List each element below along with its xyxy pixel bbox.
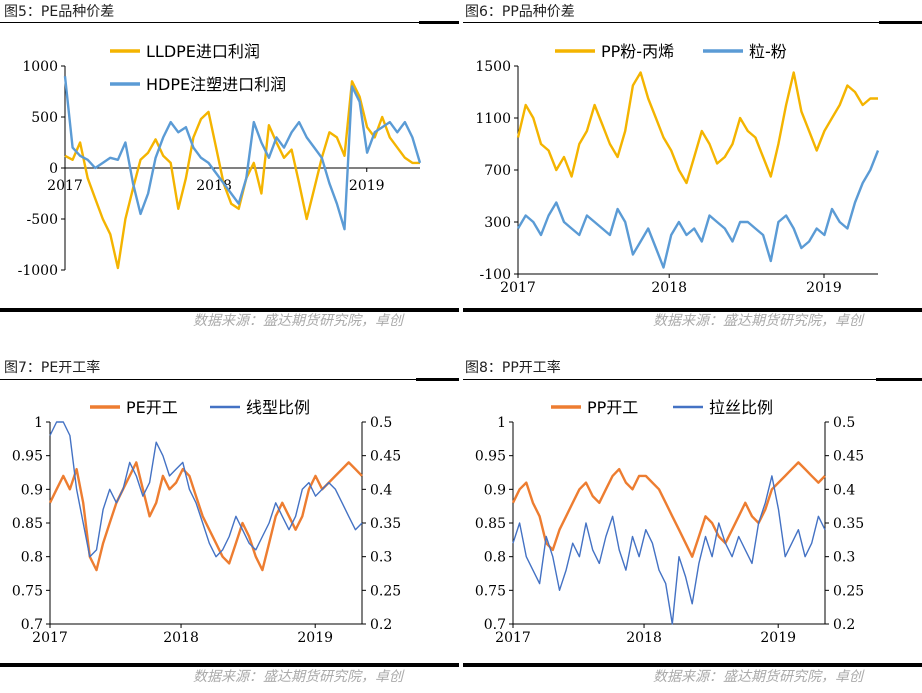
- x-tick-label: 2019: [760, 630, 796, 646]
- y-tick-label: -500: [27, 212, 58, 228]
- x-tick-label: 2017: [500, 280, 536, 296]
- panel-3-title-rule: [0, 379, 459, 380]
- panel-1-title-rule: [0, 22, 459, 23]
- panel-3-source: 数据来源：盛达期货研究院，卓创: [193, 669, 403, 685]
- legend-label-1: PP粉-丙烯: [601, 42, 674, 61]
- x-tick-label: 2017: [32, 630, 68, 646]
- chart-pp-operating-rate: 1 0.95 0.9 0.85 0.8 0.75 0.7 0.5 0.45 0.4 0.35 0.3 0…: [475, 398, 864, 646]
- panel-4-source: 数据来源：盛达期货研究院，卓创: [653, 669, 863, 685]
- x-tick-label: 2019: [297, 630, 333, 646]
- x-tick-label: 2017: [495, 630, 531, 646]
- y2-tick-label: 0.4: [833, 482, 855, 498]
- series-line-2: [512, 475, 826, 625]
- y2-tick-label: 0.2: [370, 617, 392, 633]
- legend-label-2: 线型比例: [246, 398, 310, 417]
- y2-tick-label: 0.45: [833, 449, 864, 465]
- panel-3-title-rule-accent: [416, 378, 459, 381]
- series-line-1: [511, 461, 826, 558]
- y-tick-label: 0.75: [475, 583, 506, 599]
- y-tick-label: 0.9: [21, 482, 43, 498]
- series-line-1: [64, 80, 420, 270]
- x-tick-label: 2018: [163, 630, 199, 646]
- series-line-2: [49, 421, 363, 558]
- y2-tick-label: 0.2: [833, 617, 855, 633]
- y2-tick-label: 0.35: [833, 516, 864, 532]
- y2-tick-label: 0.45: [370, 449, 401, 465]
- y-tick-label: 0.95: [475, 449, 506, 465]
- y2-tick-label: 0.3: [370, 550, 392, 566]
- panel-1-bottom-rule: [0, 308, 459, 312]
- y-tick-label: 0.8: [21, 550, 43, 566]
- y2-tick-label: 0.25: [370, 583, 401, 599]
- y-tick-label: 1: [497, 415, 506, 431]
- series-line-2: [63, 76, 422, 231]
- y-tick-label: 0.8: [484, 550, 506, 566]
- legend-label-1: PE开工: [126, 398, 178, 417]
- legend-label-1: PP开工: [587, 398, 638, 417]
- legend-label-2: HDPE注塑进口利润: [146, 75, 286, 94]
- y-tick-label: 1000: [22, 59, 58, 75]
- y2-tick-label: 0.4: [370, 482, 392, 498]
- panel-1-source: 数据来源：盛达期货研究院，卓创: [193, 313, 403, 329]
- y2-tick-label: 0.5: [370, 415, 392, 431]
- legend-label-2: 拉丝比例: [709, 398, 773, 417]
- y-tick-label: 1500: [475, 59, 511, 75]
- x-tick-label: 2018: [651, 280, 687, 296]
- y-tick-label: -1000: [18, 263, 58, 279]
- y-tick-label: 500: [31, 110, 58, 126]
- y-tick-label: 0.85: [475, 516, 506, 532]
- y2-tick-label: 0.35: [370, 516, 401, 532]
- y-tick-label: 0.85: [12, 516, 43, 532]
- x-tick-label: 2019: [349, 178, 385, 194]
- y-tick-label: 0.95: [12, 449, 43, 465]
- panel-4-title-rule-accent: [876, 378, 922, 381]
- y-tick-label: 1: [34, 415, 43, 431]
- y2-tick-label: 0.25: [833, 583, 864, 599]
- y-tick-label: 300: [484, 215, 511, 231]
- y-tick-label: 0.7: [484, 617, 506, 633]
- panel-1-title-rule-accent: [419, 21, 459, 24]
- chart-pe-operating-rate: 1 0.95 0.9 0.85 0.8 0.75 0.7 0.5 0.45 0.4 0.35 0.3 0…: [12, 398, 401, 646]
- panel-1-title: 图5：PE品种价差: [4, 4, 115, 20]
- series-line-2: [516, 150, 880, 269]
- series-line-1: [48, 461, 363, 572]
- panel-2-bottom-rule: [463, 308, 922, 312]
- y-tick-label: 700: [484, 163, 511, 179]
- panel-2-title: 图6：PP品种价差: [465, 4, 575, 20]
- panel-4-title-rule: [463, 379, 922, 380]
- legend-label-1: LLDPE进口利润: [146, 42, 260, 61]
- y-tick-label: -100: [480, 267, 511, 283]
- panel-3-title: 图7：PE开工率: [4, 360, 101, 376]
- panel-4-title: 图8：PP开工率: [465, 360, 561, 376]
- x-tick-label: 2019: [806, 280, 842, 296]
- y-tick-label: 0: [49, 161, 58, 177]
- panel-2-title-rule-accent: [879, 21, 922, 24]
- y2-tick-label: 0.3: [833, 550, 855, 566]
- series-line-1: [516, 71, 878, 185]
- y-tick-label: 0.7: [21, 617, 43, 633]
- y-tick-label: 0.75: [12, 583, 43, 599]
- panel-2-source: 数据来源：盛达期货研究院，卓创: [653, 313, 863, 329]
- x-tick-label: 2018: [626, 630, 662, 646]
- x-tick-label: 2017: [47, 178, 83, 194]
- y2-tick-label: 0.5: [833, 415, 855, 431]
- legend-label-2: 粒-粉: [749, 42, 787, 61]
- y-tick-label: 0.9: [484, 482, 506, 498]
- panel-4-bottom-rule: [463, 663, 922, 667]
- panel-2-title-rule: [463, 22, 922, 23]
- panel-3-bottom-rule: [0, 663, 459, 667]
- y-tick-label: 1100: [475, 111, 511, 127]
